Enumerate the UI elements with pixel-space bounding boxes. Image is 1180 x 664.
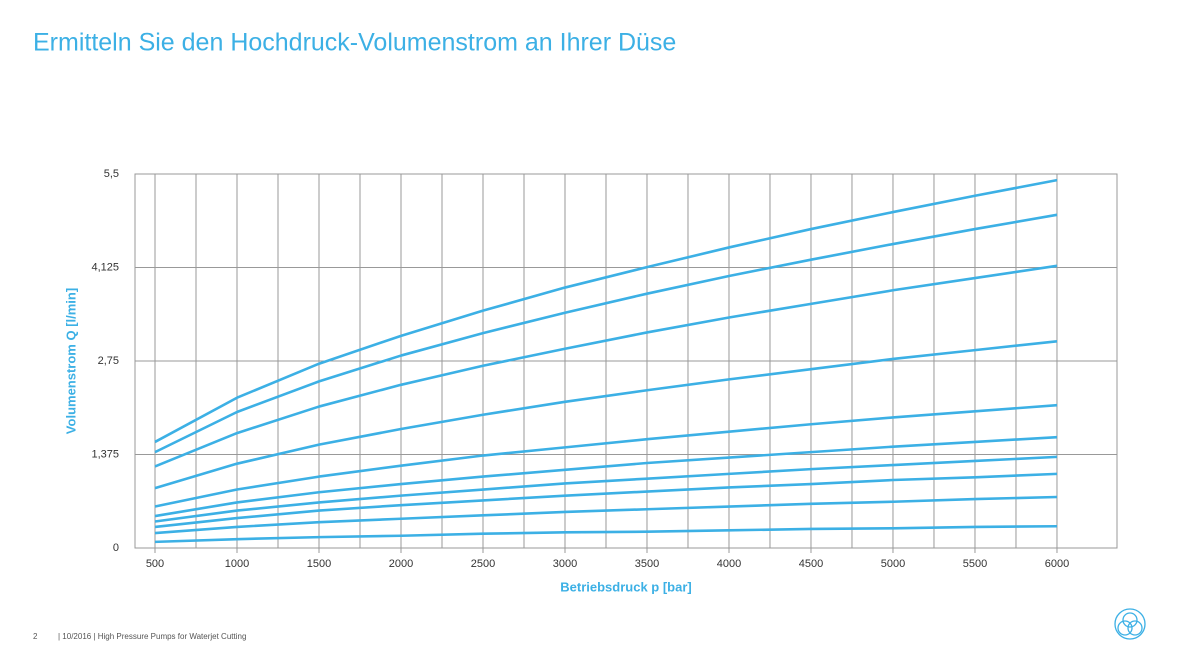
data-line <box>154 435 1058 518</box>
x-tick-label: 1500 <box>307 558 331 570</box>
logo <box>1114 608 1146 640</box>
x-tick-label: 4000 <box>717 558 741 570</box>
x-tick-label: 6000 <box>1045 558 1069 570</box>
x-tick-label: 5500 <box>963 558 987 570</box>
data-line <box>154 524 1057 544</box>
data-line <box>154 339 1058 490</box>
y-tick-label: 2,75 <box>98 355 119 367</box>
data-line <box>154 455 1058 523</box>
footer-text: | 10/2016 | High Pressure Pumps for Wate… <box>58 632 246 641</box>
data-line <box>154 264 1058 468</box>
data-line <box>154 472 1058 529</box>
y-tick-label: 0 <box>113 542 119 554</box>
x-tick-label: 3500 <box>635 558 659 570</box>
slide-title: Ermitteln Sie den Hochdruck-Volumenstrom… <box>33 29 676 57</box>
x-tick-label: 2500 <box>471 558 495 570</box>
x-tick-label: 2000 <box>389 558 413 570</box>
x-tick-label: 5000 <box>881 558 905 570</box>
data-line <box>154 495 1058 535</box>
data-line <box>154 213 1058 454</box>
page-number: 2 <box>33 632 38 641</box>
y-axis-title: Volumenstrom Q [l/min] <box>63 288 78 434</box>
data-line <box>154 178 1058 444</box>
y-tick-label: 1,375 <box>91 448 119 460</box>
y-tick-label: 5,5 <box>104 168 119 180</box>
x-tick-label: 3000 <box>553 558 577 570</box>
x-tick-label: 500 <box>146 558 164 570</box>
data-line <box>154 403 1058 508</box>
y-tick-label: 4,125 <box>91 261 119 273</box>
x-tick-label: 4500 <box>799 558 823 570</box>
x-tick-label: 1000 <box>225 558 249 570</box>
x-axis-title: Betriebsdruck p [bar] <box>560 579 691 594</box>
